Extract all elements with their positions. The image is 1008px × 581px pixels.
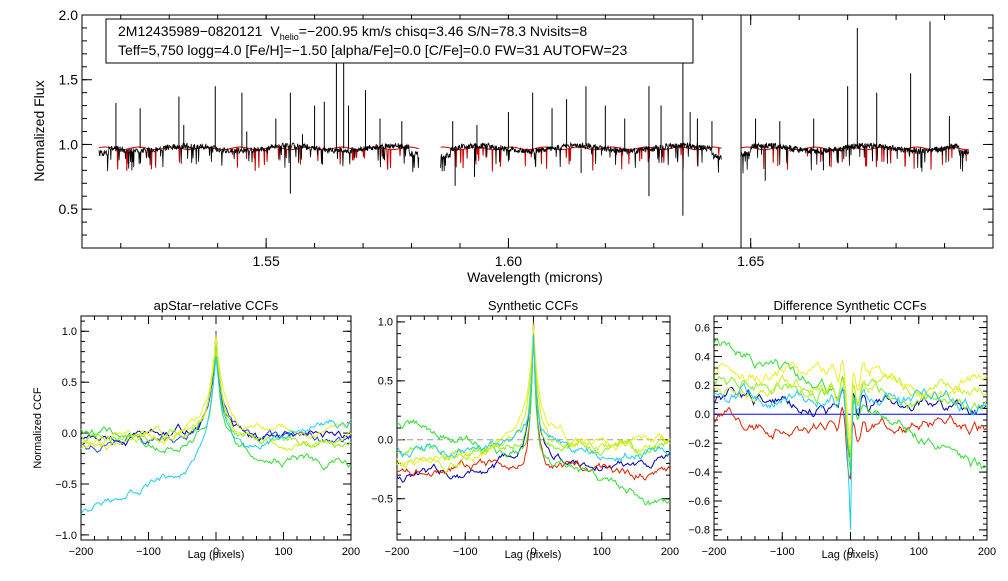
- apstar-ccf-series: [80, 331, 352, 515]
- x-tick-label: −200: [702, 546, 727, 558]
- y-tick-label: 0.2: [695, 380, 710, 392]
- spectrum-panel: 1.55 1.60 1.65 0.5 1.0 1.5 2.0 Wavelength (mic…: [31, 7, 994, 285]
- apstar-ccf-panel: −200 −100 0 100 200 −1.0 −0.5 0.0 0.5 1.0 apStar−…: [32, 298, 360, 561]
- ccf-series-line: [396, 333, 671, 463]
- spectrum-header-line2: Teff=5,750 logg=4.0 [Fe/H]=−1.50 [alpha/…: [118, 42, 627, 58]
- y-tick-label: 1.0: [62, 326, 77, 338]
- synthetic-title: Synthetic CCFs: [488, 298, 579, 313]
- apstar-ylabel: Normalized CCF: [32, 387, 44, 469]
- apstar-title: apStar−relative CCFs: [154, 298, 279, 313]
- ccf-series-line: [80, 331, 352, 447]
- x-tick-label: −100: [770, 546, 795, 558]
- x-tick-label: 200: [978, 546, 996, 558]
- synthetic-ccf-panel: −200 −100 0 100 200 −0.5 0.0 0.5 1.0 Synthetic C…: [371, 298, 679, 561]
- x-tick-label: 1.65: [737, 253, 764, 269]
- x-tick-label: −100: [136, 546, 161, 558]
- y-tick-label: 0.0: [378, 435, 393, 447]
- y-tick-label: −0.6: [688, 496, 710, 508]
- ccf-series-line: [396, 327, 671, 506]
- vhelio-symbol: V: [270, 23, 280, 39]
- y-tick-label: 0.5: [62, 377, 77, 389]
- y-tick-label: 0.5: [378, 376, 393, 388]
- y-tick-label: 2.0: [59, 7, 79, 23]
- observed-spectrum-chip: [440, 141, 722, 173]
- ccf-series-line: [80, 333, 352, 451]
- y-tick-label: −0.5: [55, 479, 77, 491]
- x-tick-label: −100: [453, 546, 478, 558]
- synthetic-ccf-series: [396, 321, 671, 506]
- apstar-tick-labels: −200 −100 0 100 200 −1.0 −0.5 0.0 0.5 1.0: [55, 326, 360, 558]
- x-tick-label: 1.55: [253, 253, 280, 269]
- y-tick-label: 0.4: [695, 351, 710, 363]
- observed-spectrum-chip: [98, 142, 420, 173]
- difference-tick-labels: −200 −100 0 100 200 −0.8 −0.6 −0.4 −0.2 0.0 0.2 0.4…: [688, 322, 996, 558]
- y-tick-label: 0.0: [62, 428, 77, 440]
- y-tick-label: 0.0: [695, 409, 710, 421]
- synthetic-axes-frame: [396, 315, 671, 541]
- x-tick-label: 0: [213, 546, 219, 558]
- ccf-series-line: [396, 325, 671, 467]
- x-tick-label: −200: [385, 546, 410, 558]
- y-tick-label: −0.4: [688, 467, 710, 479]
- ccf-series-line: [80, 356, 352, 515]
- y-tick-label: 0.6: [695, 322, 710, 334]
- synthetic-xlabel: Lag (pixels): [505, 549, 562, 561]
- header-line1-values: =−200.95 km/s chisq=3.46 S/N=78.3 Nvisit…: [299, 23, 588, 39]
- x-tick-label: 200: [342, 546, 360, 558]
- y-tick-label: −0.2: [688, 438, 710, 450]
- ccf-series-line: [80, 336, 352, 471]
- y-tick-label: −0.8: [688, 525, 710, 537]
- synthetic-ticks: [396, 316, 671, 540]
- vhelio-subscript: helio: [280, 32, 299, 42]
- model-spectrum-chip: [740, 146, 969, 170]
- x-tick-label: 0: [530, 546, 536, 558]
- x-tick-label: 0: [847, 546, 853, 558]
- ccf-series-line: [713, 338, 988, 473]
- ccf-series-line: [713, 382, 988, 530]
- difference-ccf-series: [713, 338, 988, 530]
- apstar-xlabel: Lag (pixels): [188, 549, 245, 561]
- spectrum-ylabel: Normalized Flux: [31, 80, 47, 181]
- ccf-series-line: [396, 321, 671, 481]
- ccf-series-line: [713, 406, 988, 480]
- x-tick-label: 100: [274, 546, 292, 558]
- x-tick-label: 1.60: [495, 253, 522, 269]
- synthetic-tick-labels: −200 −100 0 100 200 −0.5 0.0 0.5 1.0: [371, 317, 679, 558]
- x-tick-label: 200: [661, 546, 679, 558]
- y-tick-label: 1.0: [378, 317, 393, 329]
- y-tick-label: 0.5: [59, 201, 79, 217]
- observed-spectrum-chip: [740, 142, 970, 174]
- ccf-series-line: [713, 372, 988, 451]
- ccf-series-line: [713, 374, 988, 458]
- observed-spectrum: [98, 15, 970, 248]
- ccf-series-line: [80, 334, 352, 450]
- spectrum-tick-labels: 1.55 1.60 1.65 0.5 1.0 1.5 2.0: [59, 7, 765, 269]
- star-id: 2M12435989−0820121: [118, 23, 263, 39]
- spectrum-xlabel: Wavelength (microns): [467, 269, 603, 285]
- ccf-series-line: [713, 359, 988, 444]
- y-tick-label: 1.0: [59, 136, 79, 152]
- spectrum-header-box: [105, 18, 694, 64]
- y-tick-label: 1.5: [59, 72, 79, 88]
- difference-xlabel: Lag (pixels): [822, 549, 879, 561]
- difference-ticks: [713, 316, 988, 540]
- y-tick-label: −0.5: [371, 494, 393, 506]
- spectrum-header-line1: 2M12435989−0820121 Vhelio=−200.95 km/s ch…: [118, 23, 587, 42]
- x-tick-label: 100: [910, 546, 928, 558]
- x-tick-label: −200: [69, 546, 94, 558]
- x-tick-label: 100: [593, 546, 611, 558]
- difference-title: Difference Synthetic CCFs: [774, 298, 927, 313]
- ccf-series-line: [396, 324, 671, 474]
- difference-ccf-panel: −200 −100 0 100 200 −0.8 −0.6 −0.4 −0.2 0.0 0.2 0.4…: [688, 298, 996, 561]
- ccf-series-line: [80, 331, 352, 454]
- y-tick-label: −1.0: [55, 530, 77, 542]
